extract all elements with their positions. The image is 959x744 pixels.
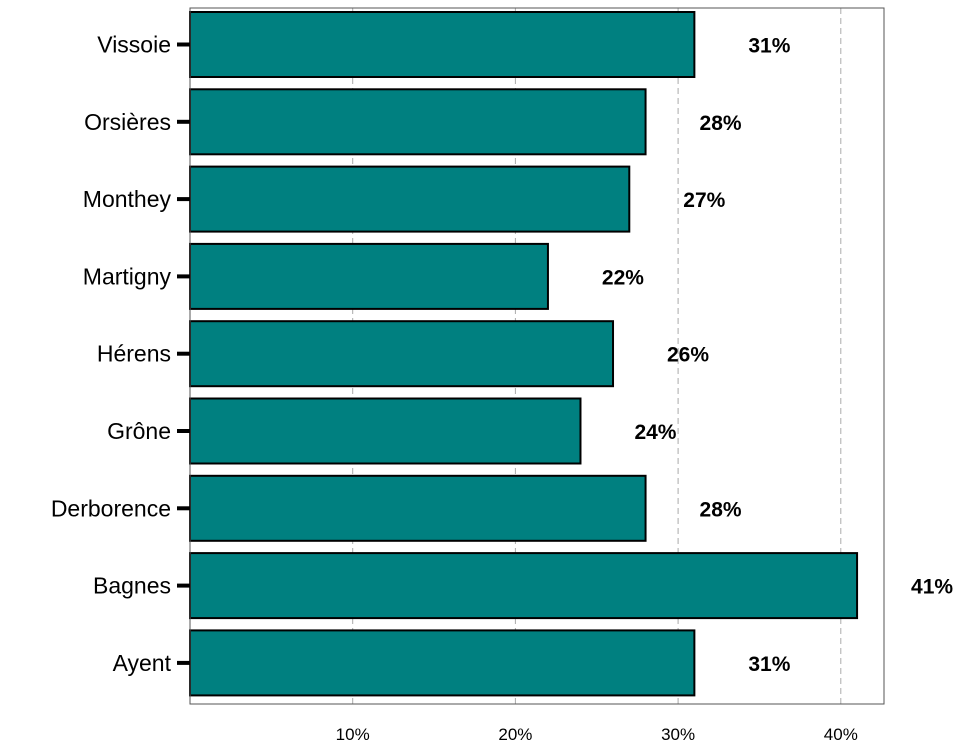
y-category-label: Monthey bbox=[83, 186, 172, 212]
y-category-label: Vissoie bbox=[97, 32, 171, 58]
data-label: 31% bbox=[748, 35, 790, 58]
data-label: 28% bbox=[700, 498, 742, 521]
bar bbox=[189, 88, 647, 156]
x-tick-label: 20% bbox=[498, 725, 532, 744]
data-label: 22% bbox=[602, 266, 644, 289]
y-category-label: Grône bbox=[107, 418, 171, 444]
x-tick-label: 10% bbox=[336, 725, 370, 744]
bar bbox=[189, 397, 582, 465]
y-category-label: Ayent bbox=[113, 650, 172, 676]
data-label: 26% bbox=[667, 344, 709, 367]
x-tick-label: 30% bbox=[661, 725, 695, 744]
data-labels: 31% 28% 27% 22% 26% 24% 28% 41% 31% bbox=[602, 35, 953, 676]
x-axis: 10% 20% 30% 40% bbox=[336, 725, 858, 744]
data-label: 28% bbox=[700, 112, 742, 135]
bar bbox=[189, 11, 696, 78]
bar bbox=[189, 165, 631, 233]
bar bbox=[189, 242, 549, 310]
y-category-label: Derborence bbox=[51, 495, 171, 521]
x-tick-label: 40% bbox=[824, 725, 858, 744]
bars bbox=[189, 11, 859, 697]
bar bbox=[189, 629, 696, 697]
data-label: 31% bbox=[748, 653, 790, 676]
plot-border bbox=[189, 7, 885, 705]
y-category-label: Orsières bbox=[84, 109, 171, 135]
data-label: 27% bbox=[683, 189, 725, 212]
data-label: 24% bbox=[634, 421, 676, 444]
y-category-label: Hérens bbox=[97, 341, 171, 367]
y-category-label: Bagnes bbox=[93, 573, 171, 599]
y-category-label: Martigny bbox=[83, 263, 172, 289]
y-axis: Vissoie Orsières Monthey Martigny Hérens Grôn… bbox=[51, 32, 190, 676]
data-label: 41% bbox=[911, 576, 953, 599]
bar bbox=[189, 474, 647, 542]
bar bbox=[189, 552, 859, 620]
bar bbox=[189, 320, 615, 388]
